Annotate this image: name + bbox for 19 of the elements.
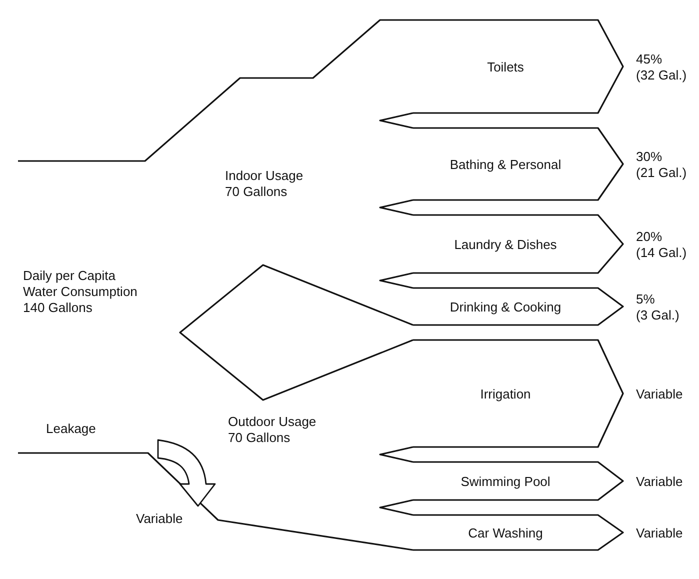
data-label: 20% (14 Gal.) [636,229,687,260]
data-label: 45% (32 Gal.) [636,52,687,82]
category-label: Swimming Pool [460,474,550,489]
data-label: Variable [636,526,683,540]
text: Leakage [46,421,96,436]
category-label: Laundry & Dishes [454,237,558,252]
text: Outdoor Usage 70 Gallons [228,414,316,445]
category-label: Drinking & Cooking [450,300,562,314]
category-label: Toilets [487,60,524,74]
data-label: Variable [636,386,683,402]
data-label: 30% (21 Gal.) [636,149,687,180]
data-label: 5% (3 Gal.) [636,292,680,322]
text: Variable [136,511,183,526]
data-label: Variable [636,474,683,489]
text: Daily per Capita Water Consumption 140 Gallons [23,268,138,315]
category-label: Irrigation [480,386,531,402]
text: Indoor Usage 70 Gallons [225,168,304,199]
category-label: Car Washing [468,526,543,540]
category-label: Bathing & Personal [450,157,562,172]
